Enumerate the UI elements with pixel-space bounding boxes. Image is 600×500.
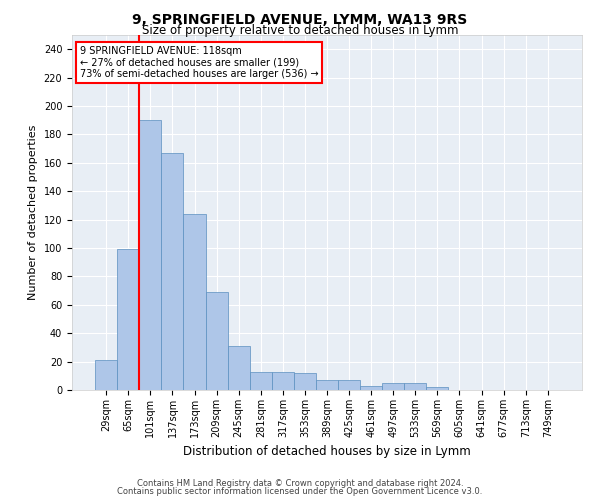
Bar: [316, 380, 338, 390]
Bar: [184, 214, 206, 390]
Bar: [250, 372, 272, 390]
Text: Contains public sector information licensed under the Open Government Licence v3: Contains public sector information licen…: [118, 487, 482, 496]
Bar: [404, 383, 427, 390]
Bar: [227, 346, 250, 390]
Bar: [427, 387, 448, 390]
X-axis label: Distribution of detached houses by size in Lymm: Distribution of detached houses by size …: [183, 446, 471, 458]
Bar: [338, 380, 360, 390]
Bar: [272, 372, 294, 390]
Text: 9 SPRINGFIELD AVENUE: 118sqm
← 27% of detached houses are smaller (199)
73% of s: 9 SPRINGFIELD AVENUE: 118sqm ← 27% of de…: [80, 46, 318, 79]
Text: Contains HM Land Registry data © Crown copyright and database right 2024.: Contains HM Land Registry data © Crown c…: [137, 478, 463, 488]
Y-axis label: Number of detached properties: Number of detached properties: [28, 125, 38, 300]
Bar: [117, 250, 139, 390]
Bar: [294, 373, 316, 390]
Bar: [95, 360, 117, 390]
Bar: [382, 383, 404, 390]
Bar: [206, 292, 227, 390]
Text: 9, SPRINGFIELD AVENUE, LYMM, WA13 9RS: 9, SPRINGFIELD AVENUE, LYMM, WA13 9RS: [133, 12, 467, 26]
Bar: [161, 153, 184, 390]
Bar: [360, 386, 382, 390]
Text: Size of property relative to detached houses in Lymm: Size of property relative to detached ho…: [142, 24, 458, 37]
Bar: [139, 120, 161, 390]
